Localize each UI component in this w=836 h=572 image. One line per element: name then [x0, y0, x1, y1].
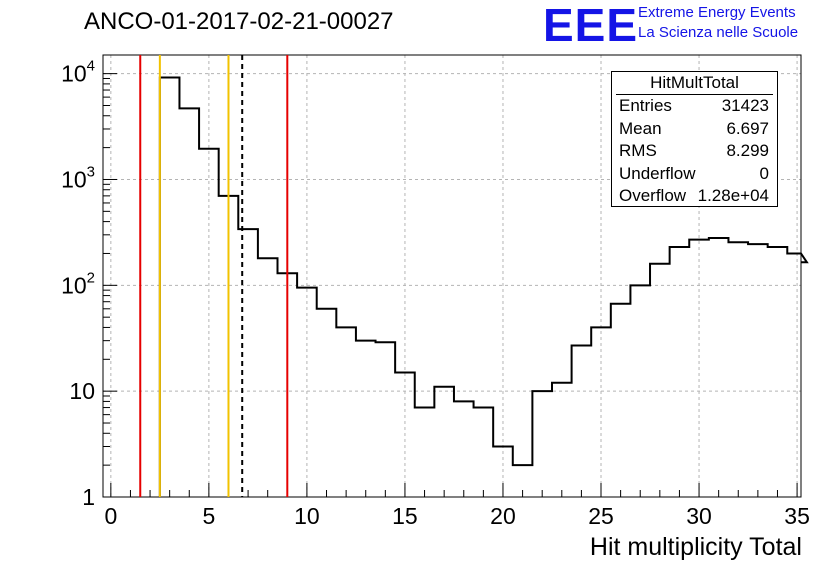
- histogram-bin: [768, 247, 788, 497]
- x-tick-label: 5: [202, 503, 215, 529]
- histogram-bin: [591, 327, 611, 497]
- histogram-bin: [356, 341, 376, 497]
- x-tick-label: 10: [294, 503, 320, 529]
- histogram-bin: [179, 108, 199, 497]
- histogram-bin: [630, 285, 650, 497]
- x-tick-label: 25: [588, 503, 614, 529]
- plot-frame: [102, 54, 802, 498]
- histogram-bin: [493, 447, 513, 497]
- stat-label: Overflow: [619, 186, 687, 205]
- stat-value: 6.697: [726, 118, 769, 138]
- y-tick-label: 103: [61, 163, 95, 192]
- x-axis-label: Hit multiplicity Total: [589, 533, 802, 561]
- stats-title: HitMultTotal: [616, 72, 773, 95]
- stat-value: 0: [759, 163, 769, 183]
- x-tick-label: 35: [784, 503, 810, 529]
- x-tick-label: 30: [686, 503, 712, 529]
- histogram-bin: [513, 465, 533, 497]
- histogram-bin: [650, 264, 670, 497]
- stat-rms: RMS 8.299: [612, 140, 777, 163]
- histogram-bin: [572, 346, 592, 497]
- histogram-outline: [158, 76, 809, 497]
- histogram-bin: [474, 408, 494, 497]
- stat-value: 8.299: [726, 141, 769, 160]
- stat-label: RMS: [619, 141, 657, 160]
- stat-label: Mean: [619, 118, 662, 138]
- histogram-bin: [552, 383, 572, 497]
- histogram-bin: [297, 288, 317, 497]
- histogram-bin: [415, 408, 435, 497]
- y-tick-label: 102: [61, 269, 95, 298]
- y-tick-label: 10: [69, 378, 95, 404]
- logo-line-1: Extreme Energy Events: [638, 4, 796, 21]
- histogram-bin: [258, 258, 278, 497]
- stat-mean: Mean 6.697: [612, 118, 777, 141]
- y-tick-label: 1: [82, 484, 95, 510]
- histogram-bin: [709, 238, 729, 497]
- histogram-bin: [532, 391, 552, 497]
- histogram-bin: [454, 401, 474, 497]
- stat-label: Entries: [619, 96, 672, 115]
- histogram-bin: [395, 373, 415, 497]
- histogram-bin: [160, 77, 180, 497]
- x-tick-label: 15: [392, 503, 418, 529]
- histogram-bin: [611, 304, 631, 497]
- histogram-bin: [728, 242, 748, 497]
- histogram-bin: [689, 240, 709, 497]
- eee-logo: EEE: [543, 0, 639, 51]
- x-tick-label: 0: [104, 503, 117, 529]
- stat-label: Underflow: [619, 163, 696, 183]
- stat-underflow: Underflow 0: [612, 163, 777, 186]
- histogram-bin: [748, 244, 768, 497]
- stats-box: HitMultTotal Entries 31423 Mean 6.697 RM…: [611, 71, 778, 207]
- histogram-bin: [434, 387, 454, 497]
- stat-entries: Entries 31423: [612, 95, 777, 118]
- histogram-bin: [199, 149, 219, 497]
- histogram-bin: [376, 342, 396, 497]
- y-tick-label: 104: [61, 58, 95, 87]
- stat-overflow: Overflow 1.28e+04: [612, 185, 777, 208]
- x-tick-label: 20: [490, 503, 516, 529]
- histogram-bin: [336, 327, 356, 497]
- logo-line-2: La Scienza nelle Scuole: [638, 24, 799, 41]
- histogram-bin: [787, 253, 801, 497]
- histogram-bin: [317, 309, 337, 497]
- run-title: ANCO-01-2017-02-21-00027: [84, 8, 394, 35]
- stat-value: 1.28e+04: [697, 186, 769, 205]
- stat-value: 31423: [721, 96, 769, 115]
- histogram-bin: [670, 247, 690, 497]
